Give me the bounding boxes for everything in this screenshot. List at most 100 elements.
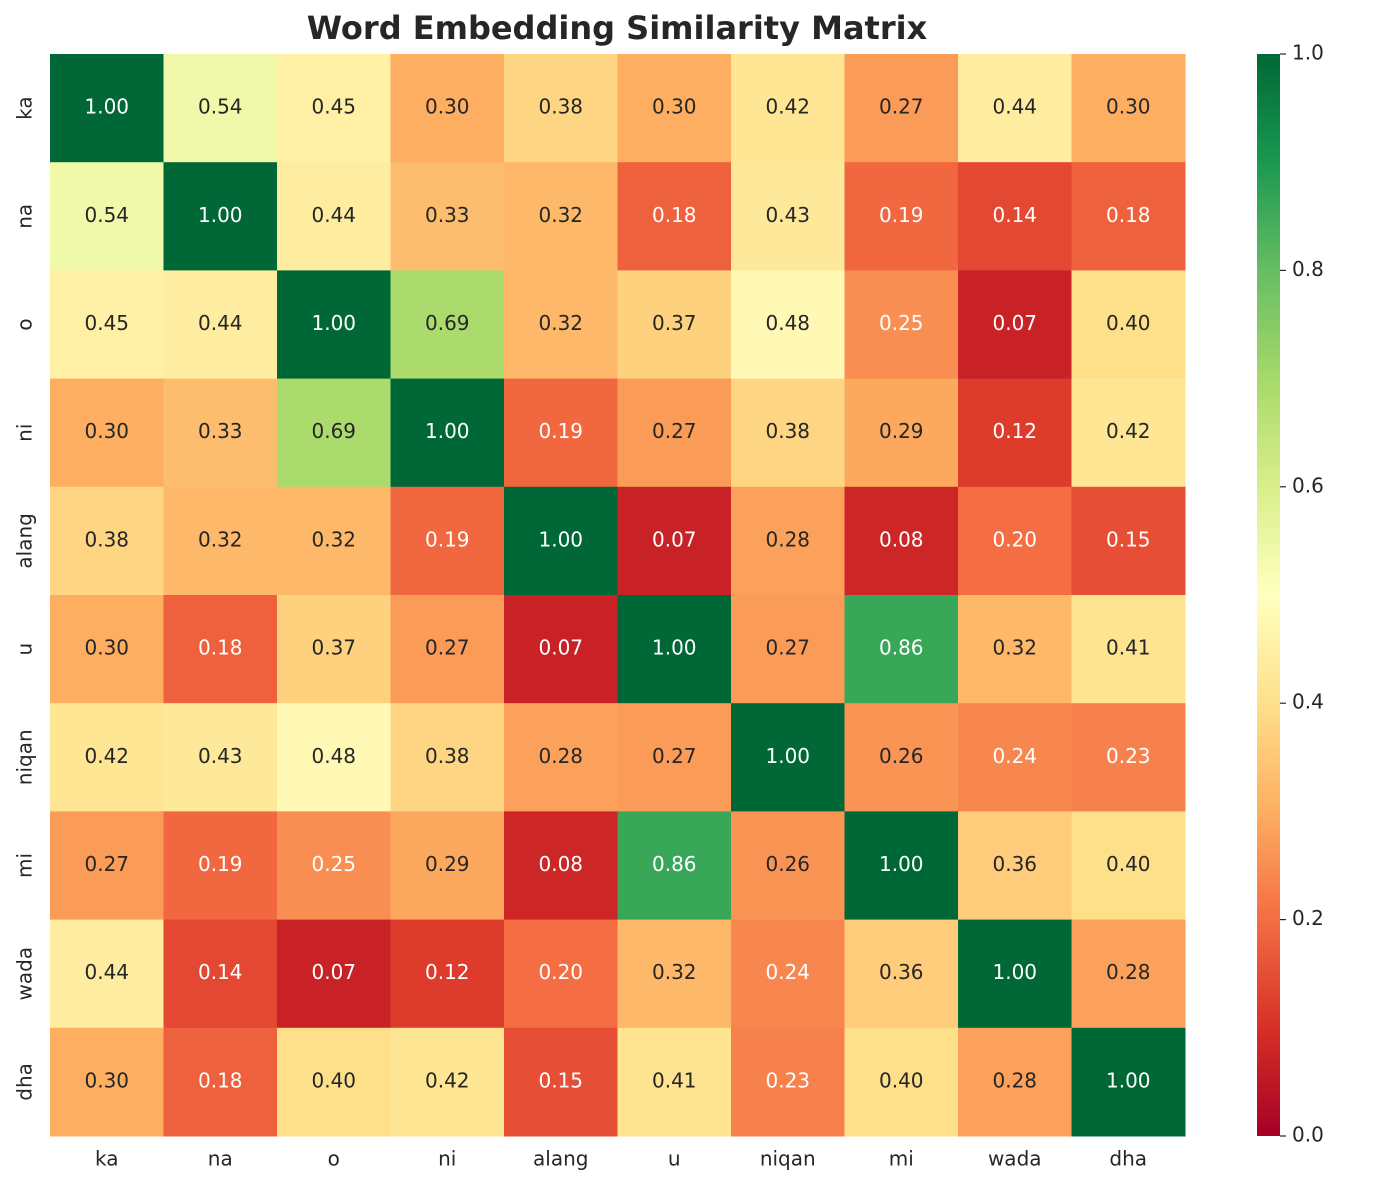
heatmap-cell — [504, 54, 618, 163]
x-tick-label: ni — [438, 1147, 456, 1171]
heatmap-cell — [731, 162, 845, 271]
heatmap-cell — [1071, 378, 1186, 488]
heatmap-cell — [390, 270, 505, 380]
heatmap-cell — [390, 486, 505, 596]
heatmap-cell — [617, 595, 732, 704]
cell-label: 0.40 — [1106, 311, 1151, 335]
heatmap-cell — [617, 919, 732, 1029]
heatmap-cell — [958, 919, 1072, 1029]
cell-label: 1.00 — [879, 852, 924, 876]
cell-label: 0.30 — [84, 1068, 129, 1092]
heatmap-cell — [277, 1027, 391, 1137]
cell-label: 0.14 — [992, 203, 1037, 227]
x-tick-label: mi — [889, 1147, 914, 1171]
cell-label: 0.27 — [84, 852, 129, 876]
colorbar — [1257, 54, 1280, 1136]
cell-label: 0.07 — [311, 960, 356, 984]
cell-label: 0.29 — [425, 852, 470, 876]
y-tick-label: na — [13, 204, 37, 229]
cell-label: 0.33 — [425, 203, 470, 227]
y-tick-label: ni — [13, 424, 37, 442]
heatmap-cell — [277, 703, 391, 812]
heatmap-cell — [958, 378, 1072, 488]
cell-label: 0.28 — [538, 744, 583, 768]
cell-label: 0.44 — [992, 95, 1037, 119]
cell-label: 0.45 — [84, 311, 129, 335]
cell-label: 0.32 — [538, 311, 583, 335]
colorbar-tick-label: 0.8 — [1292, 257, 1324, 281]
cell-label: 0.19 — [538, 419, 583, 443]
cell-label: 0.41 — [652, 1068, 697, 1092]
cell-label: 0.20 — [538, 960, 583, 984]
heatmap-cell — [731, 486, 845, 596]
heatmap-cell — [50, 378, 164, 488]
heatmap-cell — [50, 54, 164, 163]
heatmap-cell — [617, 811, 732, 921]
heatmap-cell — [50, 919, 164, 1029]
cell-label: 0.44 — [198, 311, 243, 335]
heatmap-cell — [163, 54, 278, 163]
heatmap-cell — [390, 595, 505, 704]
cell-label: 0.19 — [425, 527, 470, 551]
cell-label: 0.18 — [1106, 203, 1151, 227]
cell-label: 0.45 — [311, 95, 356, 119]
cell-label: 0.28 — [765, 527, 810, 551]
heatmap-cell — [163, 162, 278, 271]
colorbar-tick-label: 0.4 — [1292, 690, 1324, 714]
heatmap-cell — [504, 595, 618, 704]
x-tick-label: alang — [533, 1147, 588, 1171]
cell-label: 0.43 — [765, 203, 810, 227]
heatmap-cell — [163, 378, 278, 488]
cell-label: 1.00 — [425, 419, 470, 443]
cell-label: 0.32 — [992, 636, 1037, 660]
cell-label: 0.48 — [311, 744, 356, 768]
chart-title: Word Embedding Similarity Matrix — [307, 9, 928, 47]
cell-label: 0.12 — [992, 419, 1037, 443]
heatmap-cell — [731, 919, 845, 1029]
heatmap-cell — [163, 919, 278, 1029]
heatmap-cell — [277, 378, 391, 488]
heatmap-cell — [844, 1027, 959, 1137]
x-tick-label: ka — [95, 1147, 119, 1171]
heatmap-cell — [1071, 486, 1186, 596]
cell-label: 0.26 — [765, 852, 810, 876]
heatmap-cell — [844, 811, 959, 921]
heatmap-cell — [731, 811, 845, 921]
heatmap-cell — [390, 1027, 505, 1137]
heatmap-cell — [50, 270, 164, 380]
heatmap-cell — [617, 162, 732, 271]
cell-label: 0.27 — [765, 636, 810, 660]
heatmap-cell — [1071, 703, 1186, 812]
heatmap-cell — [617, 54, 732, 163]
heatmap-cell — [844, 378, 959, 488]
cell-label: 0.18 — [198, 636, 243, 660]
heatmap-cell — [390, 811, 505, 921]
heatmap-cell — [504, 1027, 618, 1137]
heatmap-cell — [50, 486, 164, 596]
cell-label: 0.27 — [425, 636, 470, 660]
cell-label: 0.27 — [879, 95, 924, 119]
heatmap-cell — [844, 703, 959, 812]
y-tick-label: niqan — [13, 729, 37, 785]
heatmap-cell — [504, 486, 618, 596]
cell-label: 0.42 — [84, 744, 129, 768]
cell-label: 0.36 — [879, 960, 924, 984]
cell-label: 0.33 — [198, 419, 243, 443]
heatmap-cell — [958, 595, 1072, 704]
cell-label: 0.07 — [992, 311, 1037, 335]
cell-label: 0.07 — [652, 527, 697, 551]
heatmap-cell — [844, 54, 959, 163]
cell-label: 0.38 — [538, 95, 583, 119]
x-tick-label: niqan — [760, 1147, 816, 1171]
heatmap-cell — [390, 703, 505, 812]
cell-label: 0.08 — [879, 527, 924, 551]
cell-label: 1.00 — [652, 636, 697, 660]
cell-label: 0.24 — [765, 960, 810, 984]
cell-label: 0.19 — [198, 852, 243, 876]
heatmap-cell — [1071, 54, 1186, 163]
x-tick-label: wada — [988, 1147, 1042, 1171]
cell-label: 0.44 — [311, 203, 356, 227]
heatmap-cell — [50, 703, 164, 812]
heatmap-cell — [1071, 595, 1186, 704]
